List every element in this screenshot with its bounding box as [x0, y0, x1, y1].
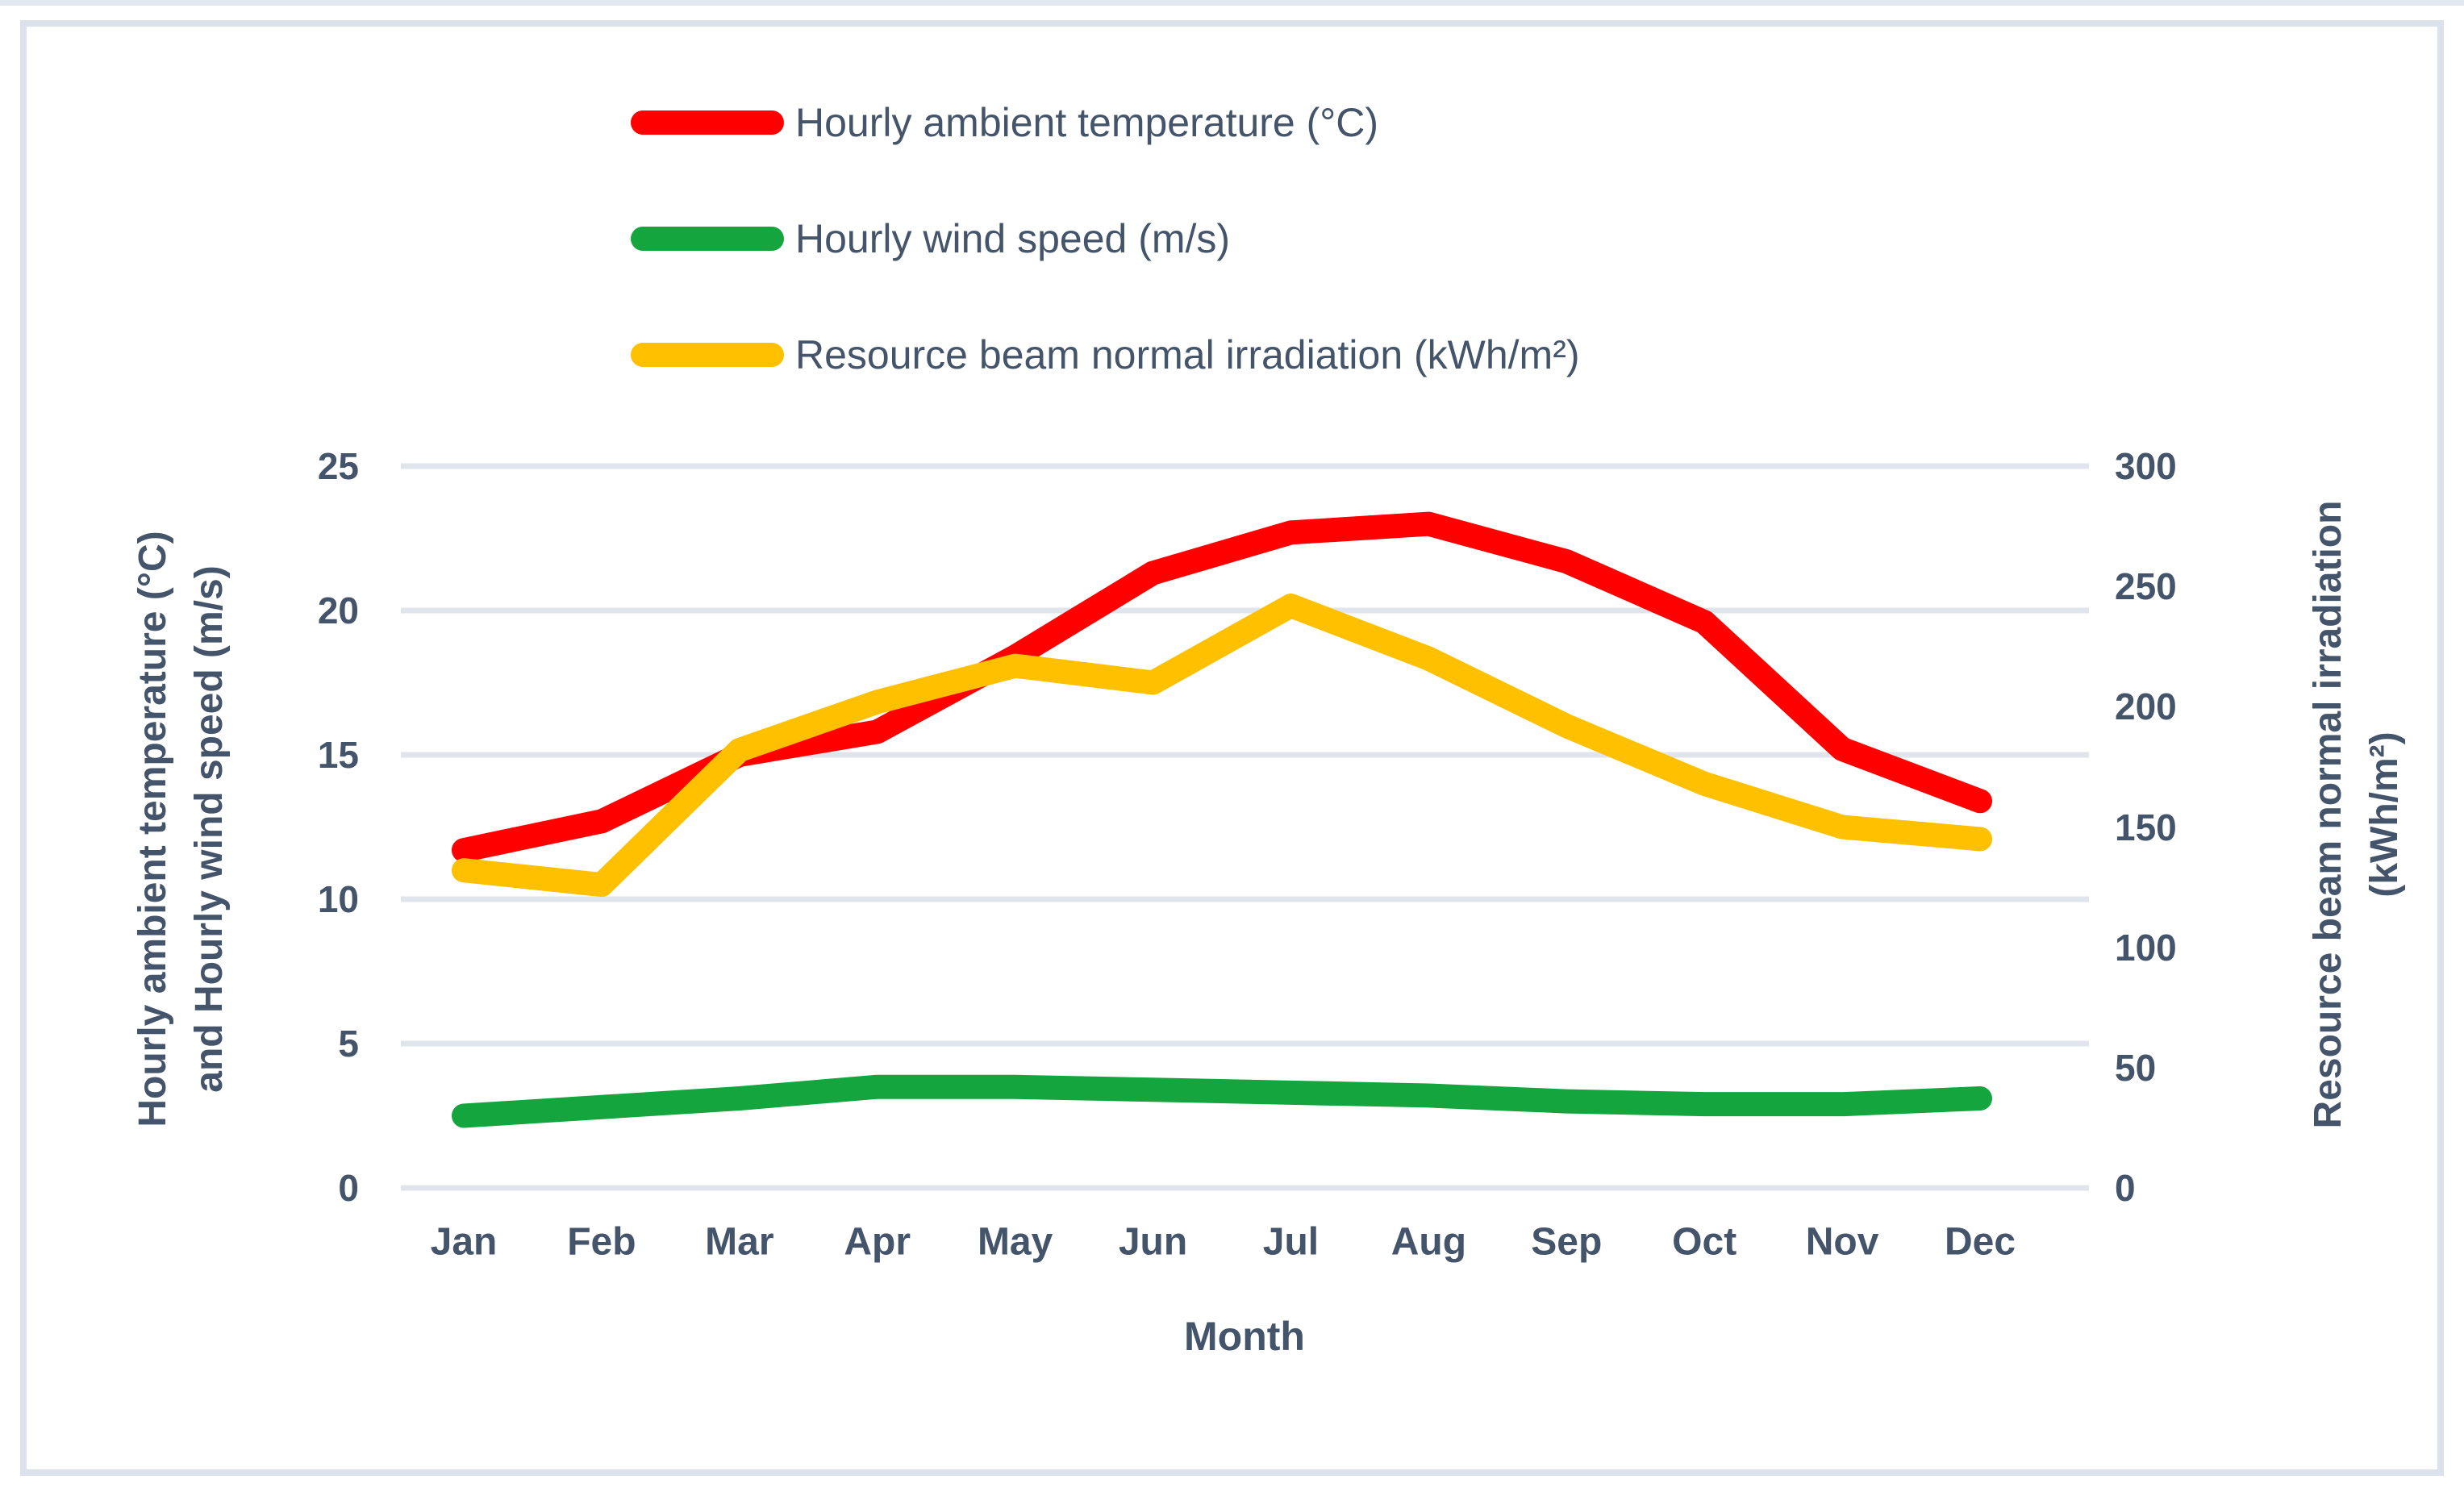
right-axis-tick-label: 0 — [2115, 1167, 2136, 1209]
legend-item-temperature: Hourly ambient temperature (°C) — [631, 98, 1580, 147]
left-axis-title-line1: Hourly ambient temperature (°C) — [131, 531, 174, 1127]
x-axis-tick-label: Mar — [705, 1220, 774, 1264]
left-axis-tick-label: 0 — [338, 1167, 359, 1209]
series-line-1 — [452, 1074, 1992, 1128]
left-axis-tick-label: 15 — [317, 734, 359, 776]
x-axis-tick-label: Jan — [430, 1220, 498, 1264]
x-axis-tick-label: Nov — [1805, 1220, 1879, 1264]
legend-label-irradiation: Resource beam normal irradiation (kWh/m²… — [795, 332, 1580, 377]
legend-swatch-wind-icon — [631, 227, 784, 251]
x-axis-tick-label: Aug — [1390, 1220, 1467, 1264]
x-axis-title: Month — [1184, 1314, 1305, 1359]
x-axis-tick-label: Oct — [1672, 1220, 1737, 1264]
chart-legend: Hourly ambient temperature (°C) Hourly w… — [631, 98, 1580, 447]
right-axis-tick-label: 50 — [2115, 1046, 2157, 1089]
left-axis-tick-label: 20 — [317, 590, 359, 631]
x-axis-tick-label: May — [977, 1220, 1053, 1264]
window-top-edge — [0, 0, 2464, 6]
x-axis-tick-label: Dec — [1944, 1220, 2016, 1264]
legend-label-wind: Hourly wind speed (m/s) — [795, 216, 1231, 261]
legend-item-wind: Hourly wind speed (m/s) — [631, 215, 1580, 263]
right-axis-tick-label: 250 — [2115, 565, 2177, 608]
legend-label-temperature: Hourly ambient temperature (°C) — [795, 100, 1379, 145]
x-axis-tick-label: Feb — [567, 1220, 636, 1264]
legend-swatch-irradiation-icon — [631, 343, 784, 367]
left-axis-title-line2: and Hourly wind speed (m/s) — [188, 565, 231, 1093]
right-axis-tick-label: 150 — [2115, 806, 2177, 848]
right-axis-tick-label: 100 — [2115, 926, 2177, 969]
left-axis-tick-label: 5 — [338, 1023, 359, 1065]
x-axis-tick-label: Apr — [844, 1220, 911, 1264]
legend-swatch-temperature-icon — [631, 110, 784, 135]
right-axis-tick-label: 300 — [2115, 445, 2177, 487]
left-axis-tick-label: 25 — [317, 445, 359, 487]
right-axis-title-line2: (kWh/m²) — [2363, 731, 2406, 898]
series-line-2 — [452, 594, 1992, 898]
left-axis-tick-label: 10 — [317, 878, 359, 920]
legend-item-irradiation: Resource beam normal irradiation (kWh/m²… — [631, 331, 1580, 379]
x-axis-tick-label: Jul — [1262, 1220, 1320, 1264]
right-axis-title-line1: Resource beam normal irradiation — [2307, 500, 2349, 1129]
x-axis-tick-label: Jun — [1118, 1220, 1188, 1264]
x-axis-tick-label: Sep — [1531, 1220, 1603, 1264]
right-axis-title: Resource beam normal irradiation (kWh/m²… — [2300, 331, 2413, 1298]
right-axis-tick-label: 200 — [2115, 685, 2177, 728]
left-axis-title: Hourly ambient temperature (°C) and Hour… — [125, 345, 238, 1313]
